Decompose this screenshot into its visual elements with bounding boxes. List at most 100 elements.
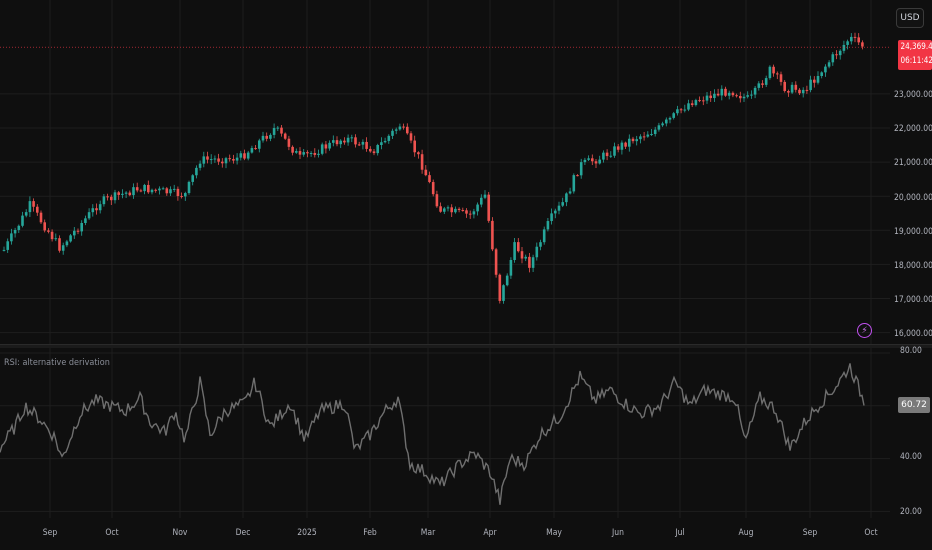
candle-body [28, 201, 32, 213]
rsi-line-chart[interactable] [0, 348, 890, 518]
candle-body [609, 155, 613, 157]
candle-body [513, 242, 516, 261]
candle-body [128, 192, 132, 196]
candle-body [280, 127, 283, 134]
candle-body [243, 153, 246, 159]
candle-body [13, 229, 17, 234]
candle-body [753, 87, 757, 95]
candle-body [335, 140, 339, 145]
candle-body [69, 235, 72, 242]
candle-body [172, 188, 176, 190]
rsi-indicator-pane[interactable] [0, 348, 890, 518]
time-tick-label: Dec [235, 528, 251, 538]
candle-body [110, 196, 113, 201]
price-axis[interactable]: 23,000.00 22,000.00 21,000.00 20,000.00 … [890, 0, 932, 518]
candle-body [320, 144, 324, 154]
candle-body [616, 146, 620, 150]
candle-body [365, 141, 368, 149]
candle-body [713, 93, 716, 99]
candle-body [709, 95, 712, 99]
candle-body [546, 221, 550, 230]
candle-body [10, 233, 13, 242]
candle-body [476, 204, 479, 212]
candle-body [154, 189, 157, 191]
candle-body [605, 152, 609, 157]
candle-body [757, 83, 761, 88]
time-axis[interactable]: Sep Oct Nov Dec 2025 Feb Mar Apr May Jun… [0, 518, 890, 550]
price-chart-pane[interactable] [0, 0, 890, 344]
candle-body [36, 206, 39, 213]
candle-body [716, 93, 720, 96]
candle-body [798, 89, 801, 94]
candle-body [369, 148, 372, 152]
candle-body [2, 249, 6, 251]
candle-body [761, 83, 764, 85]
candle-body [528, 256, 531, 268]
candle-body [579, 162, 583, 176]
candle-body [350, 137, 354, 139]
candle-body [768, 66, 772, 79]
candle-body [165, 188, 169, 194]
candle-body [842, 44, 846, 51]
candle-body [461, 209, 465, 211]
candle-body [779, 74, 783, 82]
candle-body [750, 94, 753, 96]
candle-body [198, 163, 202, 168]
candle-body [428, 175, 431, 183]
candle-body [661, 123, 664, 126]
indicator-title[interactable]: RSI: alternative derivation [4, 358, 110, 368]
candle-body [161, 188, 165, 190]
candle-body [517, 242, 520, 252]
candle-body [450, 207, 453, 213]
candle-body [213, 158, 217, 160]
candle-body [372, 151, 376, 154]
candle-body [494, 249, 498, 275]
candle-body [328, 142, 331, 149]
candle-body [724, 88, 727, 96]
candle-body [61, 245, 65, 251]
candle-body [850, 36, 853, 42]
candle-body [657, 125, 661, 130]
candle-body [261, 135, 265, 141]
candle-body [439, 206, 442, 212]
candle-body [121, 193, 124, 195]
candle-body [816, 75, 820, 83]
candle-body [339, 140, 342, 145]
candle-body [191, 175, 194, 182]
candle-body [387, 135, 391, 141]
candle-body [250, 148, 254, 153]
candle-body [98, 204, 102, 211]
candle-body [402, 126, 405, 128]
candle-body [653, 129, 657, 134]
time-tick-label: Sep [42, 528, 58, 538]
candle-body [568, 191, 572, 194]
candle-body [635, 139, 638, 142]
candle-body [491, 220, 494, 250]
candle-body [17, 225, 21, 230]
candle-body [150, 189, 154, 193]
candle-body [209, 159, 213, 161]
pane-separator[interactable] [0, 344, 932, 348]
candle-body [65, 241, 69, 246]
candle-body [535, 246, 539, 258]
candle-body [824, 66, 827, 73]
candle-body [169, 189, 172, 194]
candle-body [50, 231, 54, 240]
candle-body [576, 175, 579, 177]
time-tick-label: Jul [675, 528, 685, 538]
candle-body [565, 193, 568, 203]
candle-body [184, 193, 187, 197]
candle-body [465, 210, 468, 214]
candle-body [39, 212, 43, 223]
lightning-icon[interactable]: ⚡ [857, 323, 872, 338]
candle-body [857, 37, 860, 43]
candle-body [831, 54, 835, 63]
candle-body [739, 95, 742, 99]
candle-body [554, 210, 557, 214]
currency-button[interactable]: USD [896, 8, 924, 28]
candle-body [624, 142, 627, 147]
candle-body [698, 100, 701, 102]
candlestick-chart[interactable] [0, 0, 890, 344]
candle-body [298, 151, 302, 155]
rsi-tick-label: 40.00 [900, 452, 922, 462]
